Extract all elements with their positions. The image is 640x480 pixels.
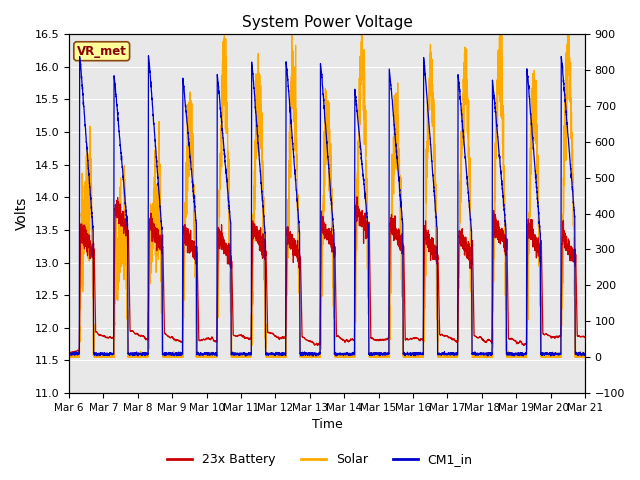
X-axis label: Time: Time bbox=[312, 419, 342, 432]
Title: System Power Voltage: System Power Voltage bbox=[241, 15, 412, 30]
Text: VR_met: VR_met bbox=[77, 45, 127, 58]
Legend: 23x Battery, Solar, CM1_in: 23x Battery, Solar, CM1_in bbox=[163, 448, 477, 471]
Y-axis label: Volts: Volts bbox=[15, 197, 29, 230]
